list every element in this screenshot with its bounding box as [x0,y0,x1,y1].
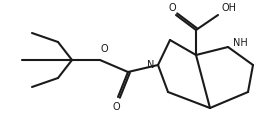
Text: OH: OH [222,3,237,13]
Text: O: O [168,3,176,13]
Text: NH: NH [233,38,248,48]
Text: N: N [147,60,154,70]
Text: O: O [112,102,120,112]
Text: O: O [100,44,108,54]
